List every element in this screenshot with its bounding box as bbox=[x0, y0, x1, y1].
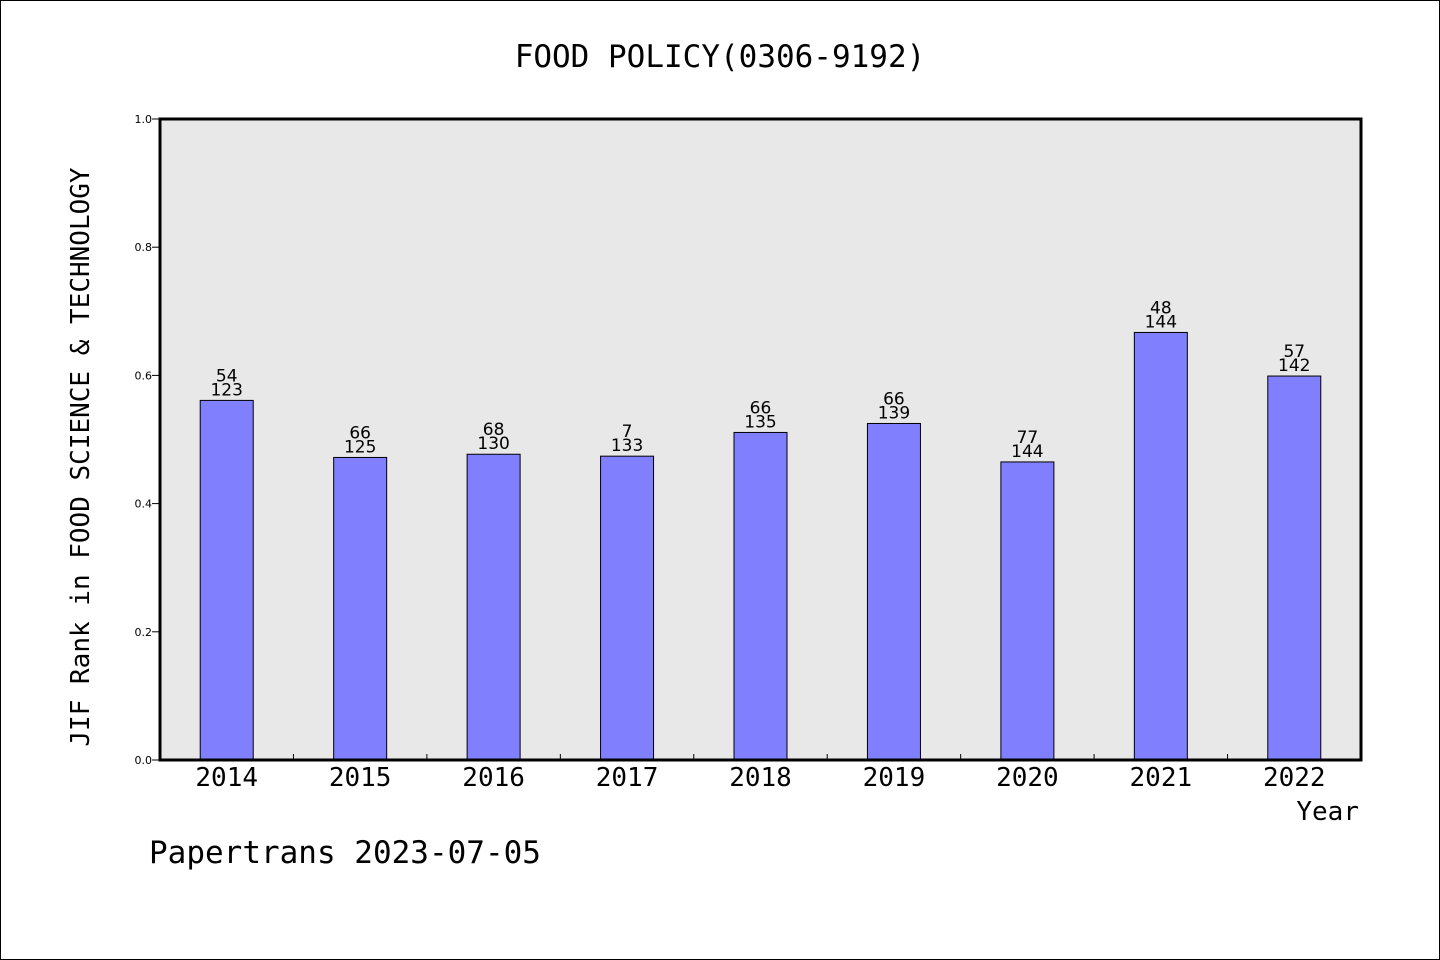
y-axis: 0.0 0.2 0.4 0.6 0.8 1.0 bbox=[135, 113, 160, 767]
x-tick-label: 2021 bbox=[1130, 763, 1193, 793]
x-tick-label: 2014 bbox=[195, 763, 258, 793]
x-tick-label: 2015 bbox=[329, 763, 392, 793]
rank-label: 66 bbox=[750, 398, 772, 418]
total-label: 135 bbox=[744, 412, 776, 432]
total-label: 144 bbox=[1011, 442, 1043, 462]
bars bbox=[199, 331, 1322, 761]
y-tick-label: 0.2 bbox=[135, 626, 153, 639]
y-tick-label: 0.4 bbox=[135, 498, 153, 511]
rank-label: 66 bbox=[349, 423, 371, 443]
total-label: 133 bbox=[611, 436, 643, 456]
y-tick-label: 1.0 bbox=[135, 113, 153, 126]
x-tick-label: 2017 bbox=[596, 763, 659, 793]
bar-2017 bbox=[600, 455, 655, 761]
bar-2016 bbox=[466, 453, 521, 761]
bar-2021 bbox=[1133, 331, 1188, 761]
bar-2018 bbox=[733, 431, 788, 761]
rank-label: 68 bbox=[483, 420, 505, 440]
chart-title: FOOD POLICY(0306-9192) bbox=[515, 39, 926, 75]
rank-label: 57 bbox=[1283, 342, 1305, 362]
y-tick-label: 0.6 bbox=[135, 369, 153, 382]
x-tick-label: 2019 bbox=[863, 763, 926, 793]
bar-2020 bbox=[1000, 461, 1055, 761]
plot-frame bbox=[158, 117, 1363, 762]
x-tick-label: 2016 bbox=[462, 763, 525, 793]
total-label: 123 bbox=[210, 380, 242, 400]
bar-2015 bbox=[333, 456, 388, 761]
x-tick-label: 2018 bbox=[729, 763, 792, 793]
bar-2019 bbox=[866, 422, 921, 761]
rank-label: 77 bbox=[1017, 428, 1039, 448]
total-label: 144 bbox=[1145, 312, 1177, 332]
rank-label: 66 bbox=[883, 389, 905, 409]
y-tick-label: 0.0 bbox=[135, 754, 153, 767]
bar-2022 bbox=[1267, 375, 1322, 761]
rank-label: 48 bbox=[1150, 298, 1172, 318]
x-tick-label: 2020 bbox=[996, 763, 1059, 793]
total-label: 130 bbox=[477, 434, 509, 454]
data-labels: 5412366125681307133661356613977144481445… bbox=[210, 298, 1310, 461]
total-label: 142 bbox=[1278, 356, 1310, 376]
rank-label: 54 bbox=[216, 366, 238, 386]
y-tick-label: 0.8 bbox=[135, 241, 153, 254]
total-label: 125 bbox=[344, 437, 376, 457]
bar-2014 bbox=[199, 399, 254, 761]
footer-text: Papertrans 2023-07-05 bbox=[149, 835, 541, 871]
x-tick-label: 2022 bbox=[1263, 763, 1326, 793]
x-axis-label: Year bbox=[1296, 797, 1359, 827]
x-axis: 2014 2015 2016 2017 2018 2019 2020 2021 2022 bbox=[195, 754, 1326, 793]
total-label: 139 bbox=[878, 403, 910, 423]
rank-label: 7 bbox=[622, 422, 633, 442]
y-axis-label: JIF Rank in FOOD SCIENCE & TECHNOLOGY bbox=[66, 167, 96, 747]
